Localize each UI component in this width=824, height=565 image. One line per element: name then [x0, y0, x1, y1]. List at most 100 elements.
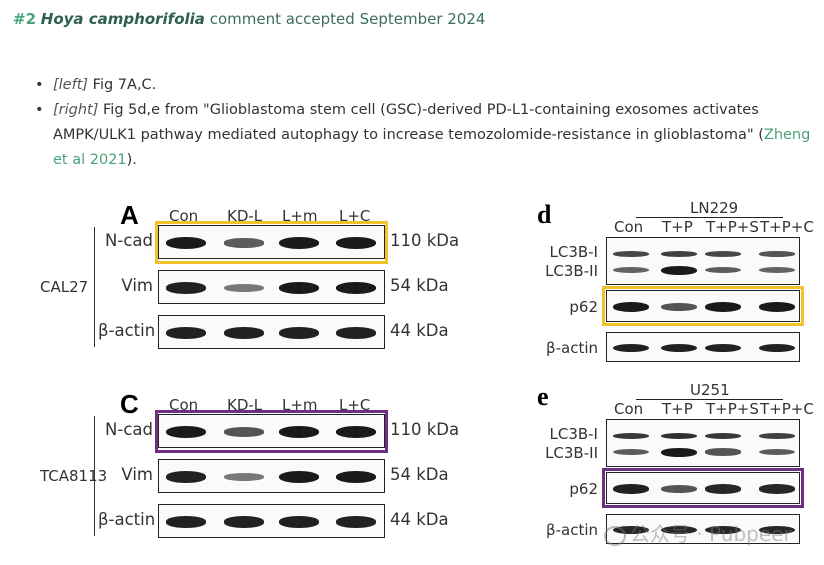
- blot-strip: [606, 332, 800, 362]
- mw-label: 110 kDa: [390, 231, 460, 250]
- group-line: [636, 399, 783, 400]
- lane-label: L+C: [339, 207, 371, 225]
- blot-band: [166, 516, 206, 528]
- actin-band: [759, 343, 795, 353]
- blot-band: [336, 471, 376, 483]
- lane-label: Con: [614, 400, 644, 418]
- p62-band: [759, 302, 795, 312]
- mw-label: 54 kDa: [390, 276, 449, 295]
- lane-label: Con: [169, 396, 199, 414]
- p62-band: [759, 484, 795, 494]
- lc3-i-band: [759, 432, 795, 439]
- note-left: [left] Fig 7A,C.: [33, 73, 818, 98]
- wechat-icon: [604, 525, 626, 546]
- protein-label: β-actin: [98, 321, 156, 340]
- highlight-box: [155, 221, 388, 264]
- blot-strip: [158, 270, 385, 304]
- group-label: LN229: [690, 199, 739, 217]
- blot-band: [224, 238, 264, 248]
- lc3-i-band: [759, 251, 795, 257]
- blot-strip: [606, 237, 800, 285]
- lane-label: L+C: [339, 396, 371, 414]
- actin-band: [661, 525, 697, 535]
- actin-label: β-actin: [546, 521, 598, 539]
- lane-label: T+P+C: [760, 400, 814, 418]
- lane-label: L+m: [282, 207, 318, 225]
- lc3-i-band: [613, 251, 649, 257]
- note-right: [right] Fig 5d,e from "Glioblastoma stem…: [33, 98, 818, 173]
- lc3-i-band: [705, 432, 741, 440]
- note-left-text: Fig 7A,C.: [92, 77, 157, 93]
- p62-band: [705, 484, 741, 494]
- blot-strip: [606, 290, 800, 322]
- blot-strip: [158, 315, 385, 349]
- comment-number: #2: [13, 10, 37, 28]
- blot-strip: [158, 504, 385, 538]
- lane-label: L+m: [282, 396, 318, 414]
- lane-label: T+P+S: [706, 400, 759, 418]
- actin-band: [705, 525, 741, 535]
- cell-line-label: TCA8113: [40, 467, 108, 485]
- blot-strip: [606, 419, 800, 467]
- panel-label: e: [537, 382, 549, 411]
- mw-label: 54 kDa: [390, 465, 449, 484]
- lc3-ii-band: [705, 448, 741, 456]
- row-bracket: [94, 416, 95, 536]
- lc3-ii-band: [661, 447, 697, 457]
- p62-band: [661, 303, 697, 311]
- note-left-tag: [left]: [53, 77, 89, 93]
- cell-line-label: CAL27: [40, 278, 89, 296]
- blot-band: [279, 237, 319, 249]
- blot-band: [166, 237, 206, 249]
- panel-label: d: [537, 200, 552, 229]
- watermark: 公众号 · Pubpeer: [604, 518, 792, 547]
- blot-band: [224, 284, 264, 292]
- blot-band: [224, 516, 264, 528]
- lc3-label: LC3B-II: [545, 444, 598, 462]
- blot-strip: [158, 414, 385, 448]
- highlight-box: [155, 410, 388, 453]
- actin-band: [613, 343, 649, 353]
- lc3-i-band: [613, 432, 649, 440]
- mw-label: 44 kDa: [390, 510, 449, 529]
- blot-band: [166, 282, 206, 294]
- lc3-ii-band: [759, 266, 795, 274]
- blot-band: [279, 282, 319, 294]
- lane-label: KD-L: [227, 207, 263, 225]
- comment-header: #2 Hoya camphorifolia comment accepted S…: [13, 10, 485, 28]
- protein-label: Vim: [121, 276, 153, 295]
- blot-band: [166, 471, 206, 483]
- note-right-tag: [right]: [53, 102, 99, 118]
- row-bracket: [94, 227, 95, 347]
- actin-band: [759, 525, 795, 535]
- blot-strip: [606, 472, 800, 504]
- lc3-label: LC3B-II: [545, 262, 598, 280]
- blot-strip: [158, 459, 385, 493]
- citation-link[interactable]: Zheng et al 2021: [53, 127, 811, 168]
- blot-band: [336, 237, 376, 249]
- blot-band: [166, 426, 206, 438]
- blot-band: [336, 426, 376, 438]
- lc3-ii-band: [705, 266, 741, 274]
- p62-band: [661, 485, 697, 493]
- blot-band: [336, 327, 376, 339]
- p62-label: p62: [569, 480, 598, 498]
- blot-band: [279, 471, 319, 483]
- blot-band: [336, 516, 376, 528]
- lc3-label: LC3B-I: [549, 425, 598, 443]
- blot-band: [279, 516, 319, 528]
- comment-status: comment accepted September 2024: [209, 10, 486, 28]
- actin-band: [661, 343, 697, 353]
- blot-band: [166, 327, 206, 339]
- blot-band: [224, 327, 264, 339]
- blot-band: [279, 426, 319, 438]
- lane-label: T+P+C: [760, 218, 814, 236]
- group-label: U251: [690, 381, 730, 399]
- protein-label: N-cad: [105, 231, 153, 250]
- blot-strip: [606, 514, 800, 544]
- protein-label: β-actin: [98, 510, 156, 529]
- mw-label: 110 kDa: [390, 420, 460, 439]
- actin-band: [705, 343, 741, 353]
- lc3-ii-band: [613, 266, 649, 274]
- lc3-ii-band: [613, 448, 649, 456]
